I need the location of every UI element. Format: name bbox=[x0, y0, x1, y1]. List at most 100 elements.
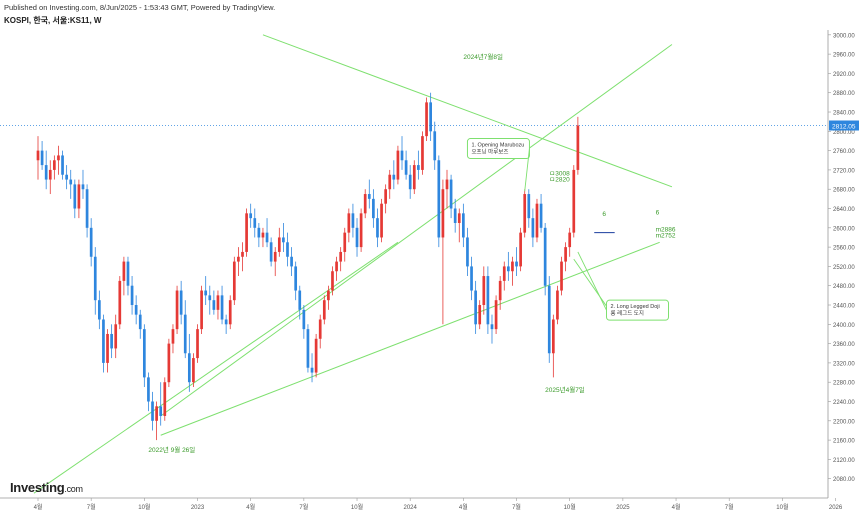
candle-body bbox=[372, 198, 375, 219]
candle-body bbox=[339, 251, 343, 262]
candle-body bbox=[478, 305, 482, 325]
candle-body bbox=[486, 276, 490, 325]
candle-body bbox=[335, 261, 338, 272]
candle-body bbox=[85, 189, 89, 228]
x-tick-label: 10월 bbox=[776, 503, 788, 511]
candle-body bbox=[502, 266, 506, 281]
y-tick-label: 2520.00 bbox=[833, 265, 855, 271]
investing-logo: Investing.com bbox=[10, 480, 83, 495]
candle-body bbox=[200, 290, 203, 330]
candle-body bbox=[314, 338, 318, 373]
candle-body bbox=[511, 261, 514, 272]
y-tick-label: 2440.00 bbox=[833, 304, 855, 310]
y-tick-label: 2160.00 bbox=[833, 439, 855, 445]
candle-body bbox=[261, 232, 265, 238]
candle-body bbox=[212, 300, 216, 310]
candle-body bbox=[286, 242, 289, 257]
candle-body bbox=[73, 184, 77, 209]
candle-body bbox=[220, 295, 224, 320]
candle-body bbox=[65, 174, 68, 180]
current-price-tag bbox=[829, 120, 859, 131]
candle-body bbox=[343, 232, 347, 252]
candle-body bbox=[470, 266, 473, 291]
y-tick-label: 2120.00 bbox=[833, 458, 855, 464]
candle-body bbox=[376, 218, 379, 238]
candle-body bbox=[306, 329, 310, 368]
candle-body bbox=[539, 203, 543, 228]
candle-body bbox=[380, 203, 383, 238]
candle-body bbox=[576, 125, 580, 170]
candle-body bbox=[57, 155, 60, 161]
current-price-label: 2812.05 bbox=[832, 124, 856, 131]
y-tick-label: 2680.00 bbox=[833, 188, 855, 194]
y-tick-label: 3000.00 bbox=[833, 33, 855, 39]
x-tick-label: 4월 bbox=[34, 503, 43, 511]
candle-body bbox=[48, 169, 52, 180]
candle-body bbox=[98, 300, 101, 320]
candle-body bbox=[249, 213, 253, 219]
candle-body bbox=[216, 295, 220, 310]
candle-body bbox=[457, 213, 461, 223]
x-tick-label: 2025 bbox=[616, 505, 630, 511]
annotation-label: ㅁ2820 bbox=[549, 176, 570, 183]
callout-title: 1. Opening Marubozu bbox=[471, 143, 524, 149]
candle-body bbox=[187, 353, 191, 383]
candle-body bbox=[130, 285, 134, 306]
x-tick-label: 7월 bbox=[725, 503, 734, 511]
y-tick-label: 2240.00 bbox=[833, 400, 855, 406]
candle-body bbox=[93, 256, 97, 301]
x-tick-label: 4월 bbox=[672, 503, 681, 511]
candle-body bbox=[441, 189, 445, 238]
candle-body bbox=[408, 174, 412, 190]
candle-body bbox=[118, 280, 122, 325]
callout-pointer bbox=[577, 251, 607, 311]
y-tick-label: 2840.00 bbox=[833, 111, 855, 117]
annotation-label: ㅁ3008 bbox=[549, 171, 570, 178]
candle-body bbox=[384, 189, 387, 204]
y-tick-label: 2880.00 bbox=[833, 91, 855, 97]
candle-body bbox=[110, 333, 113, 349]
candle-body bbox=[359, 213, 363, 248]
y-tick-label: 2560.00 bbox=[833, 246, 855, 252]
candle-body bbox=[547, 285, 551, 354]
x-tick-label: 7월 bbox=[87, 503, 96, 511]
x-tick-label: 10월 bbox=[564, 503, 576, 511]
candle-body bbox=[560, 261, 563, 291]
candle-body bbox=[388, 174, 392, 190]
candle-body bbox=[462, 213, 465, 238]
y-tick-label: 2920.00 bbox=[833, 72, 855, 78]
candle-body bbox=[257, 227, 261, 238]
candle-body bbox=[318, 319, 322, 339]
candle-body bbox=[44, 165, 48, 180]
y-tick-label: 2200.00 bbox=[833, 419, 855, 425]
y-tick-label: 2600.00 bbox=[833, 226, 855, 232]
annotation-label: 6 bbox=[602, 211, 606, 218]
logo-text: Investing bbox=[10, 480, 65, 495]
candle-body bbox=[523, 194, 527, 233]
x-tick-label: 10월 bbox=[138, 503, 150, 511]
logo-suffix: .com bbox=[64, 484, 83, 494]
x-tick-label: 4월 bbox=[246, 503, 255, 511]
candle-body bbox=[494, 300, 498, 330]
candle-body bbox=[224, 319, 228, 325]
candle-body bbox=[474, 290, 477, 325]
candle-body bbox=[351, 213, 355, 228]
candle-body bbox=[138, 314, 142, 330]
y-tick-label: 2280.00 bbox=[833, 381, 855, 387]
candle-body bbox=[294, 266, 298, 291]
candle-body bbox=[273, 251, 277, 262]
candle-body bbox=[147, 377, 150, 402]
candle-body bbox=[519, 232, 522, 267]
annotation-label: 2024년7월8일 bbox=[463, 52, 503, 61]
candle-body bbox=[421, 136, 424, 170]
candle-body bbox=[355, 227, 359, 248]
candle-body bbox=[126, 261, 130, 286]
candle-body bbox=[482, 276, 486, 306]
trendline bbox=[33, 241, 399, 494]
candle-body bbox=[53, 160, 56, 170]
candle-body bbox=[77, 184, 81, 209]
candle-body bbox=[61, 155, 64, 175]
candle-body bbox=[568, 232, 572, 248]
candle-body bbox=[412, 165, 416, 190]
